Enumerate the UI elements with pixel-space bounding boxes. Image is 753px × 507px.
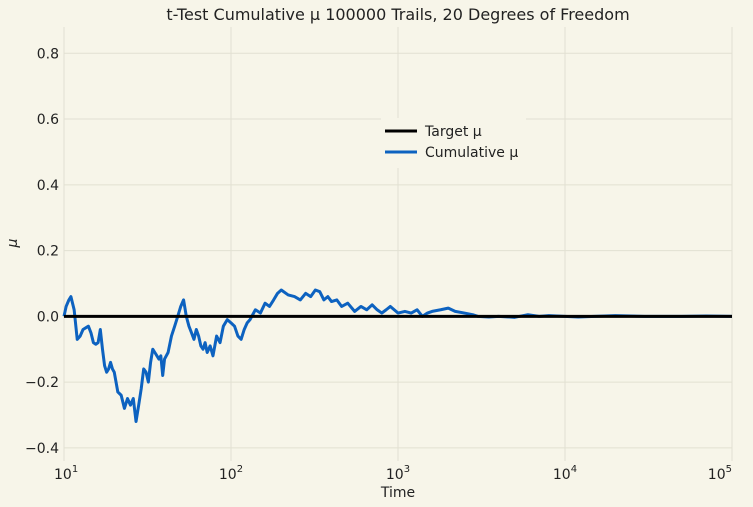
series-cumulative-line: [62, 288, 733, 424]
x-tick-label: 103: [386, 464, 410, 483]
y-tick-label: 0.8: [37, 46, 59, 62]
y-tick-label: −0.4: [25, 441, 59, 457]
y-tick-label: 0.6: [37, 112, 59, 128]
x-axis-label: Time: [380, 485, 415, 501]
x-tick-label: 104: [553, 464, 577, 483]
legend-label-target: Target μ: [424, 124, 482, 140]
y-tick-label: −0.2: [25, 375, 59, 391]
legend-box: [381, 118, 526, 168]
chart-title: t-Test Cumulative μ 100000 Trails, 20 De…: [166, 5, 629, 24]
x-tick-label: 105: [708, 464, 732, 483]
x-axis-ticks: 101 102 103 104 105: [54, 464, 732, 483]
y-axis-label: μ: [5, 238, 21, 248]
x-tick-label: 101: [54, 464, 78, 483]
y-tick-label: 0.4: [37, 178, 59, 194]
plot-area: [62, 288, 733, 424]
legend: Target μ Cumulative μ: [381, 118, 526, 168]
legend-label-cumulative: Cumulative μ: [425, 145, 518, 161]
x-tick-label: 102: [219, 464, 243, 483]
y-axis-ticks: −0.4 −0.2 0.0 0.2 0.4 0.6 0.8: [25, 46, 59, 457]
y-tick-label: 0.2: [37, 244, 59, 260]
y-tick-label: 0.0: [37, 309, 59, 325]
